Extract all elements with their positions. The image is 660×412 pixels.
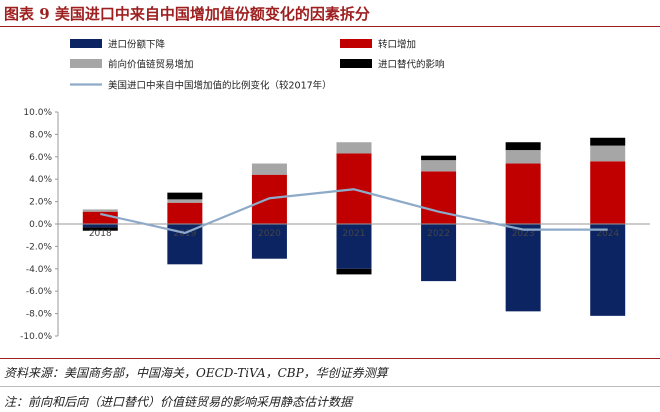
source-note: 资料来源：美国商务部，中国海关，OECD-TiVA，CBP，华创证券测算: [4, 366, 388, 380]
bar-segment-2024-s2: [590, 145, 626, 162]
bar-segment-2022-s2: [421, 160, 457, 172]
y-tick-label: 8.0%: [29, 130, 52, 140]
y-tick-label: 4.0%: [29, 175, 52, 185]
x-tick-label-2024: 2024: [596, 229, 619, 239]
legend-swatch-0: [70, 39, 102, 48]
legend-swatch-3: [340, 59, 372, 68]
legend-swatch-1: [340, 39, 372, 48]
bars: [82, 137, 626, 316]
bar-segment-2024-s0: [590, 224, 626, 316]
legend-label-4: 美国进口中来自中国增加值的比例变化（较2017年）: [108, 80, 332, 92]
bar-segment-2023-s2: [505, 150, 541, 164]
bar-segment-2021-s3: [336, 268, 372, 275]
ratio-line-path: [100, 188, 608, 235]
y-tick-label: -10.0%: [20, 332, 52, 342]
bar-segment-2021-s0: [336, 224, 372, 269]
bar-segment-2018-s0: [82, 224, 118, 228]
bar-segment-2020-s2: [251, 163, 287, 175]
bar-segment-2023-s0: [505, 224, 541, 312]
chart-title: 图表 9 美国进口中来自中国增加值份额变化的因素拆分: [4, 5, 370, 23]
bar-segment-2018-s3: [82, 227, 118, 231]
y-tick-label: 6.0%: [29, 153, 52, 163]
bar-segment-2022-s0: [421, 224, 457, 282]
x-tick-label-2023: 2023: [512, 229, 535, 239]
bar-segment-2022-s3: [421, 155, 457, 161]
x-tick-label-2022: 2022: [427, 229, 450, 239]
legend-swatch-2: [70, 59, 102, 68]
y-tick-label: 0.0%: [29, 220, 52, 230]
bar-segment-2018-s2: [82, 209, 118, 212]
bar-segment-2022-s1: [421, 171, 457, 224]
title-bar: 图表 9 美国进口中来自中国增加值份额变化的因素拆分: [0, 0, 660, 27]
bar-segment-2024-s1: [590, 161, 626, 224]
y-tick-label: 10.0%: [23, 108, 52, 118]
bar-segment-2019-s2: [167, 199, 203, 203]
bar-segment-2020-s0: [251, 224, 287, 259]
ratio-line: [100, 188, 608, 235]
y-tick-label: -4.0%: [26, 265, 53, 275]
bar-segment-2023-s1: [505, 163, 541, 224]
bar-segment-2024-s3: [590, 137, 626, 146]
footnote: 注：前向和后向（进口替代）价值链贸易的影响采用静态估计数据: [4, 395, 353, 409]
bar-segment-2021-s2: [336, 142, 372, 154]
y-tick-label: -6.0%: [26, 287, 53, 297]
bar-segment-2019-s1: [167, 202, 203, 224]
bar-segment-2018-s1: [82, 211, 118, 224]
y-tick-label: -2.0%: [26, 242, 53, 252]
bar-segment-2019-s3: [167, 192, 203, 200]
x-tick-label-2020: 2020: [258, 229, 281, 239]
x-tick-label-2021: 2021: [343, 229, 366, 239]
y-tick-label: 2.0%: [29, 198, 52, 208]
legend-label-0: 进口份额下降: [108, 39, 166, 51]
legend-label-2: 前向价值链贸易增加: [108, 59, 194, 71]
legend-label-1: 转口增加: [378, 39, 416, 51]
footer-divider: [0, 358, 660, 359]
legend-label-3: 进口替代的影响: [378, 59, 445, 71]
footnote-divider: [0, 386, 660, 387]
y-axis: 10.0% 8.0% 6.0% 4.0% 2.0% 0.0% -2.0% -4.0% -6.0%…: [20, 108, 59, 342]
x-tick-label-2018: 2018: [89, 229, 112, 239]
y-tick-label: -8.0%: [26, 310, 53, 320]
bar-segment-2023-s3: [505, 142, 541, 151]
